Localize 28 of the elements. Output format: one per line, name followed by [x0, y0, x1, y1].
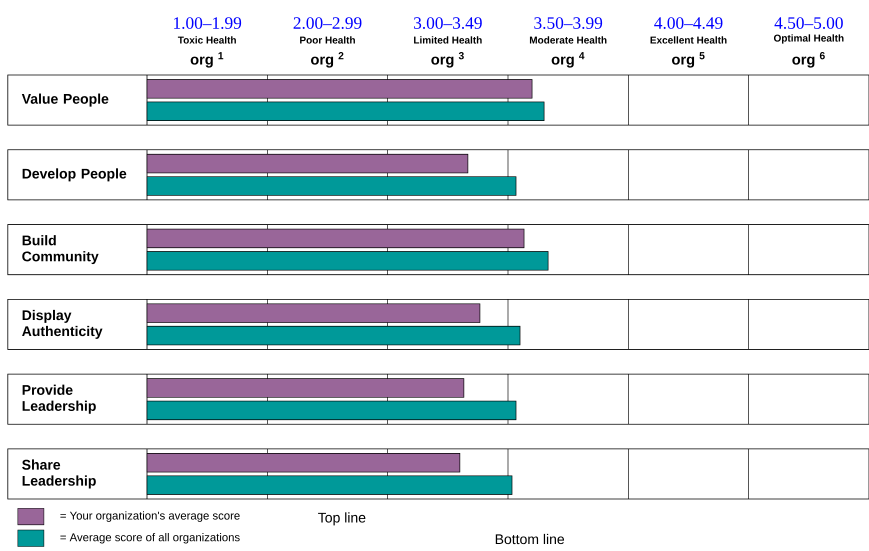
text: Moderate Health: [530, 36, 606, 44]
text: 3.00–3.49: [414, 17, 482, 29]
text: Excellent Health: [650, 36, 726, 44]
y-tick-label: Share Leadership: [22, 459, 96, 488]
text: Optimal Health: [774, 34, 844, 44]
text: Limited Health: [414, 36, 482, 44]
annotation: org $^{2}$: [311, 52, 344, 68]
text: org $^{6}$: [792, 52, 825, 68]
text: Poor Health: [300, 36, 355, 44]
y-tick-label: Display Authenticity: [22, 310, 103, 339]
text: 2.00–2.99: [294, 17, 362, 29]
y-tick-label: Value People: [22, 94, 108, 107]
text: org $^{5}$: [672, 52, 705, 68]
text: 4.50–5.00: [774, 17, 843, 29]
text: 1.00–1.99: [174, 17, 242, 29]
annotation: org $^{3}$: [431, 52, 464, 68]
y-tick-label: Provide Leadership: [22, 384, 96, 414]
legend-label: = Average score of all organizations: [60, 532, 240, 544]
text: Top line: [318, 512, 366, 526]
legend-label: = Your organization's average score: [60, 511, 240, 522]
y-tick-label: Build Community: [22, 235, 99, 264]
text: org $^{4}$: [552, 52, 584, 68]
text: 3.50–3.99: [534, 17, 602, 29]
annotation: org $^{1}$: [190, 52, 224, 68]
text: Toxic Health: [178, 36, 236, 44]
text: Bottom line: [496, 534, 564, 544]
text: 4.00–4.49: [654, 17, 722, 29]
y-tick-label: Develop People: [22, 168, 126, 182]
